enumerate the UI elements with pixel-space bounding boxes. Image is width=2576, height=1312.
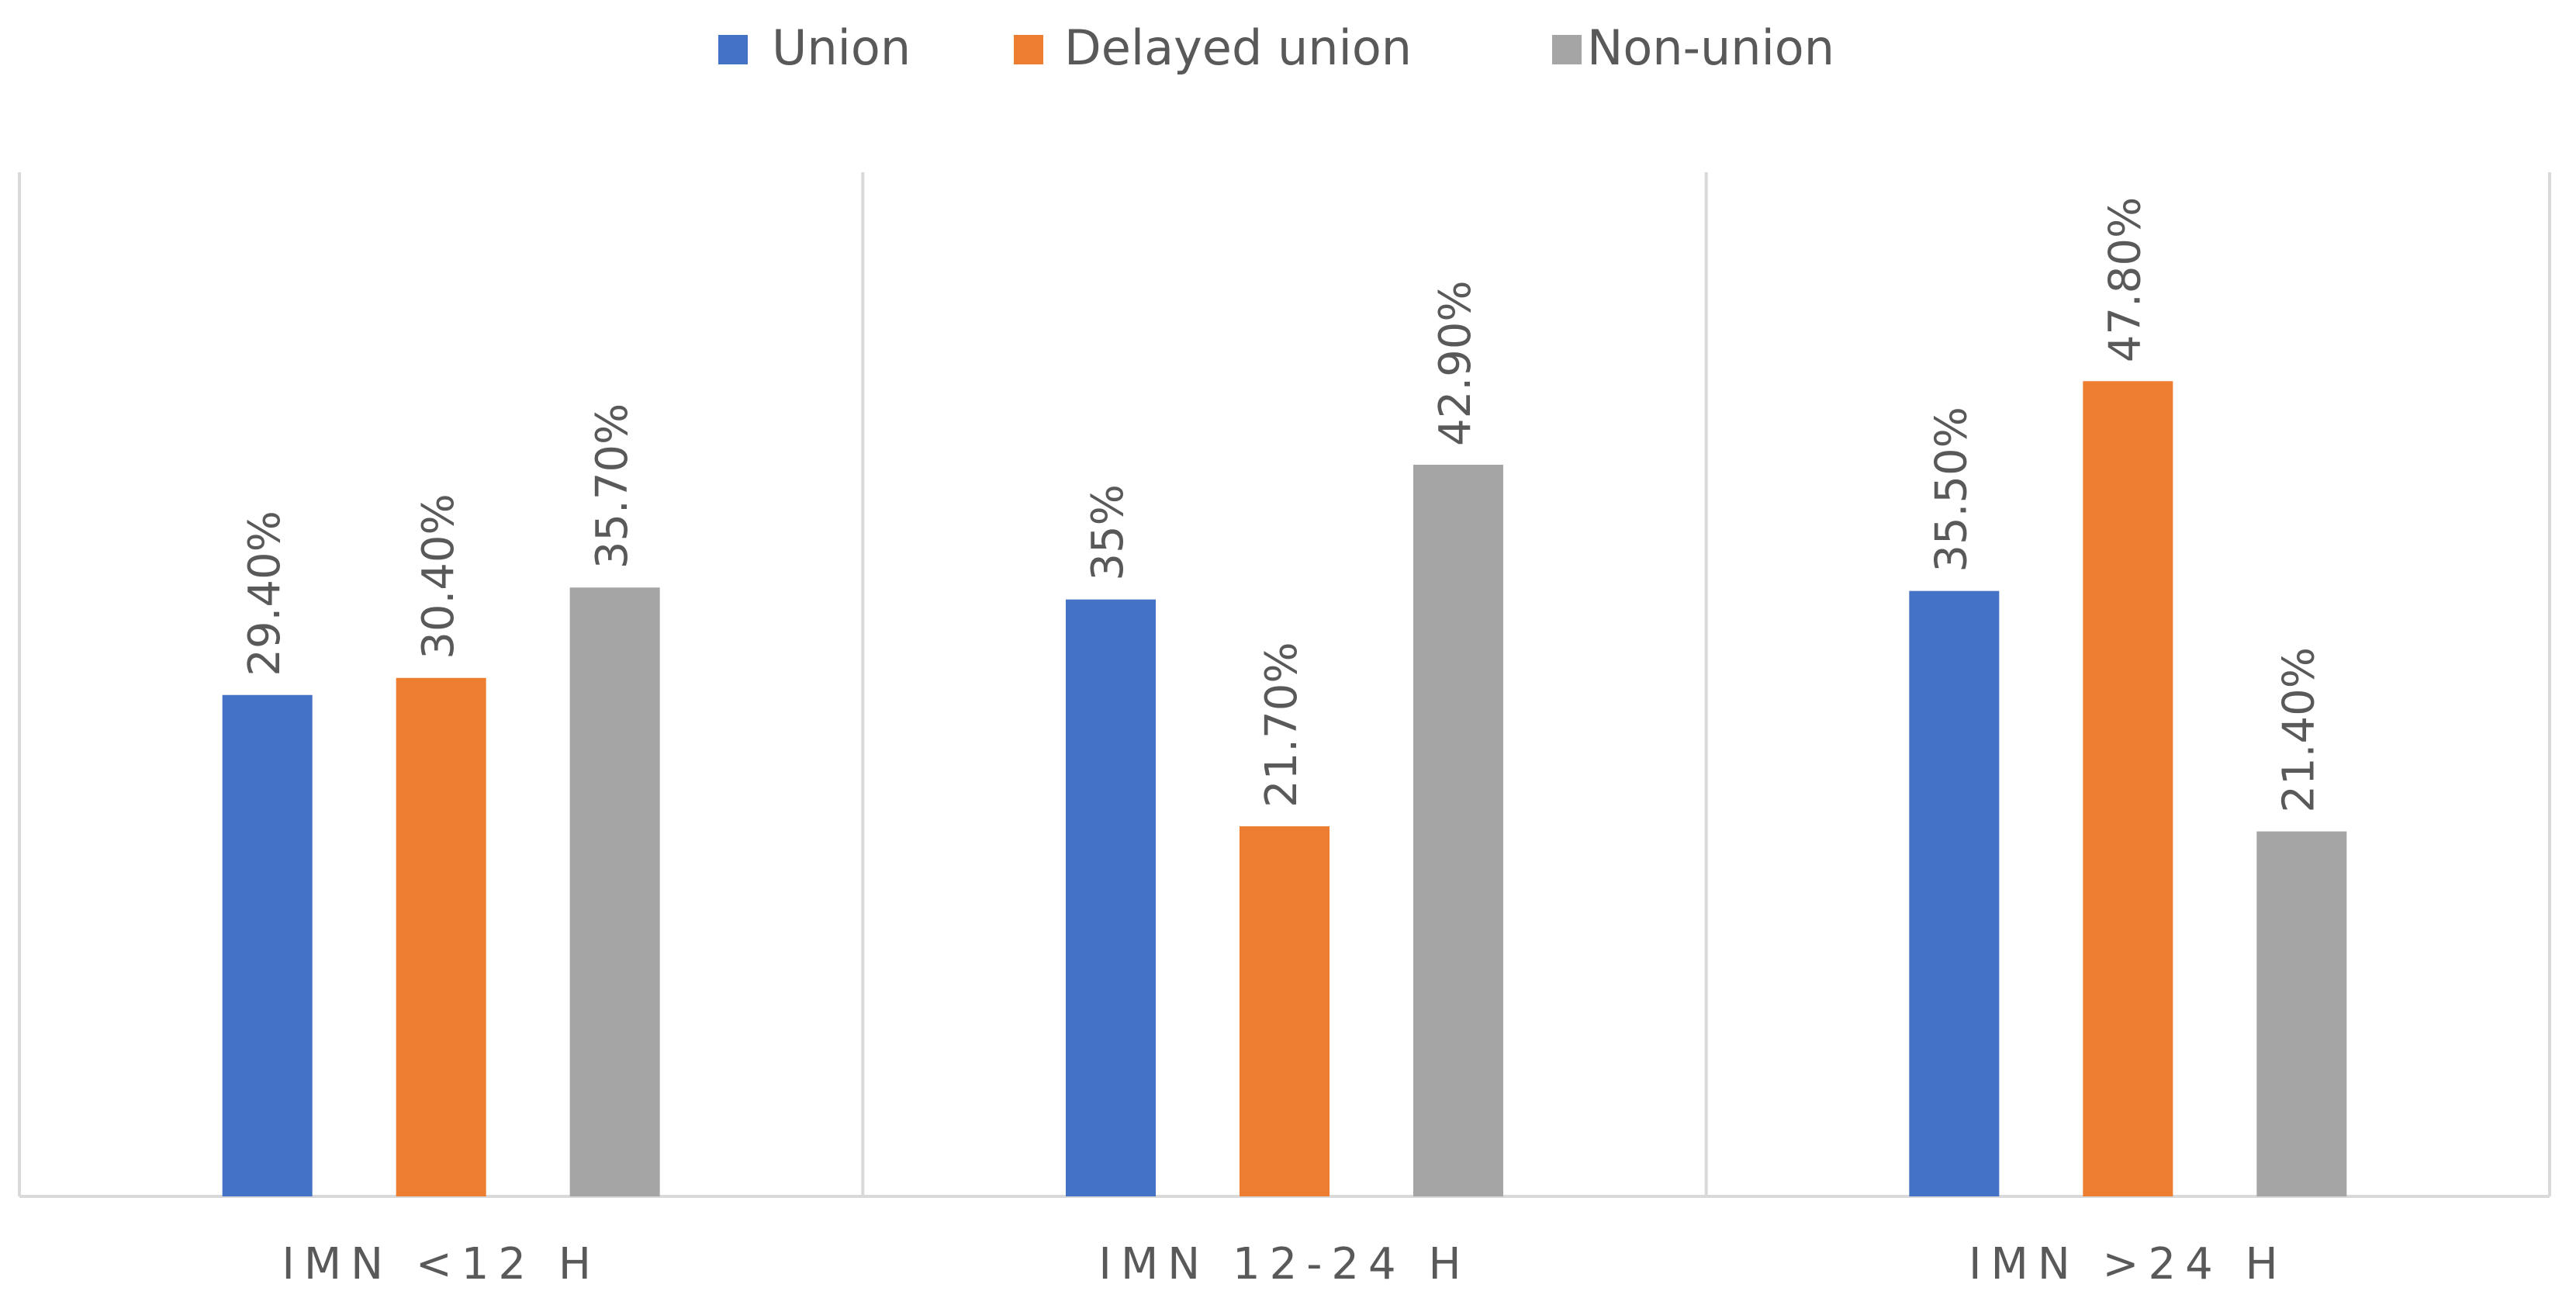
bar [2256, 831, 2347, 1196]
legend-swatch [718, 35, 748, 64]
bar [569, 587, 660, 1196]
bar [1412, 464, 1503, 1196]
bar [1909, 590, 2000, 1196]
legend-label: Delayed union [1064, 19, 1412, 76]
bar [1240, 826, 1329, 1196]
data-label: 30.40% [413, 493, 464, 659]
x-tick-label: IMN <12 H [282, 1239, 600, 1289]
data-label: 21.70% [1257, 642, 1307, 808]
bar [222, 694, 313, 1196]
data-label: 42.90% [1430, 280, 1481, 446]
data-label: 35% [1083, 484, 1133, 580]
bar [1066, 599, 1157, 1196]
legend-label: Non-union [1587, 19, 1834, 76]
bar [2083, 381, 2173, 1196]
legend-swatch [1014, 35, 1043, 64]
data-label: 35.50% [1926, 407, 1976, 573]
data-label: 21.40% [2273, 647, 2324, 813]
data-label: 47.80% [2100, 197, 2150, 363]
data-label: 35.70% [587, 403, 638, 569]
bar [396, 677, 486, 1196]
legend-swatch [1552, 35, 1582, 64]
x-tick-label: IMN >24 H [1969, 1239, 2287, 1289]
data-label: 29.40% [240, 511, 290, 677]
x-tick-label: IMN 12-24 H [1098, 1239, 1470, 1289]
legend-label: Union [772, 19, 911, 76]
